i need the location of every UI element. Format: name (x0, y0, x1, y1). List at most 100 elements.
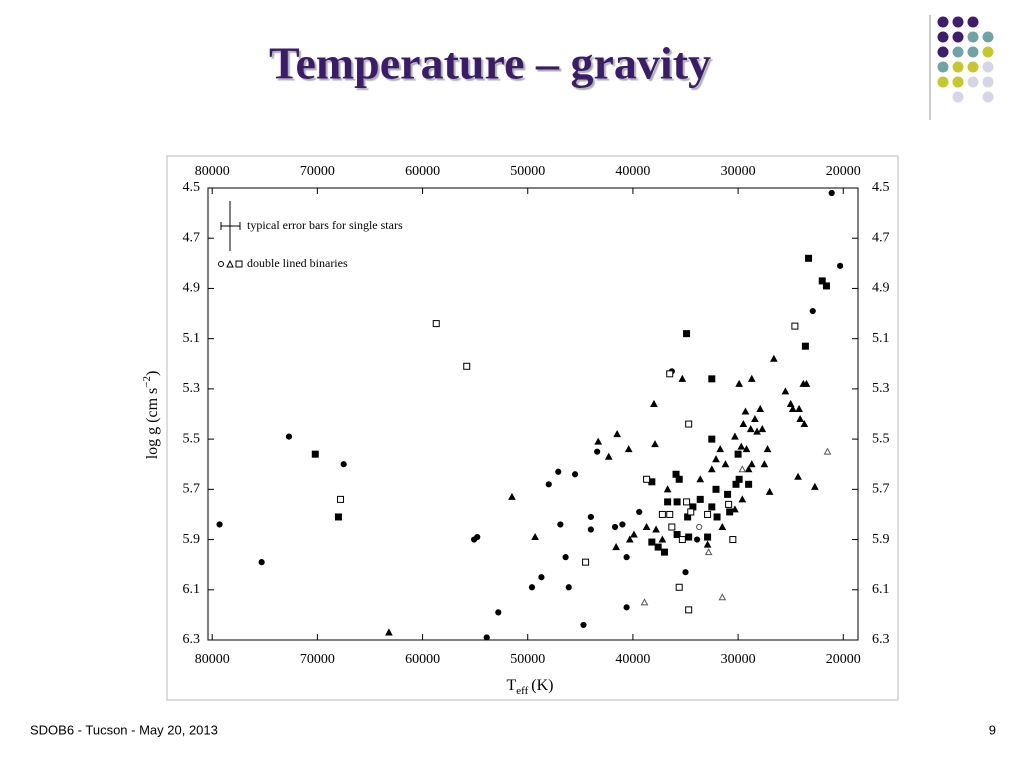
y-tick-label: 5.7 (183, 482, 201, 497)
point (685, 606, 693, 614)
point (818, 277, 826, 285)
point (216, 521, 223, 528)
point (805, 254, 813, 262)
point (747, 374, 756, 382)
y-label-main: log g (cm s (144, 388, 161, 460)
point (687, 508, 695, 516)
point (658, 510, 666, 518)
decor-dot (982, 91, 994, 103)
legend-symbol (218, 261, 224, 267)
y-tick-label: 5.9 (183, 532, 201, 547)
point (587, 513, 594, 521)
footer-text: SDOB6 - Tucson - May 20, 2013 (30, 722, 218, 737)
point (796, 414, 804, 423)
point (758, 425, 767, 433)
point (746, 425, 755, 433)
point (809, 307, 816, 315)
point (604, 452, 613, 460)
decor-dot (952, 91, 964, 103)
point (385, 628, 393, 636)
point (703, 540, 712, 548)
point (739, 419, 748, 428)
point (668, 523, 676, 531)
point (664, 498, 672, 506)
point (678, 536, 686, 544)
decor-dot (982, 46, 994, 58)
point (495, 609, 502, 616)
y-tick-label-right: 4.7 (872, 230, 890, 245)
point (612, 543, 620, 551)
point (538, 574, 545, 581)
point (643, 475, 651, 483)
point (582, 558, 590, 566)
point (636, 508, 643, 516)
point (613, 430, 621, 438)
decor-dot (937, 31, 949, 43)
point (747, 460, 756, 468)
point (724, 490, 732, 498)
point (630, 530, 638, 538)
point (340, 461, 347, 468)
decor-dot (982, 31, 994, 43)
point (795, 404, 803, 412)
y-tick-label: 5.1 (183, 331, 201, 346)
y-tick-label: 5.5 (183, 431, 201, 446)
slide-title: Temperature – gravity (269, 38, 711, 89)
point (716, 445, 725, 453)
point (786, 399, 795, 407)
point (704, 510, 712, 518)
decor-dot (967, 61, 979, 73)
decor-dot (952, 46, 964, 58)
point (666, 370, 674, 378)
decor-dot (937, 16, 949, 28)
x-axis-label: Teff (K) (506, 677, 553, 697)
point (823, 447, 832, 455)
x-tick-label: 30000 (721, 652, 756, 667)
point (708, 503, 716, 511)
point (712, 455, 720, 463)
point (713, 513, 721, 521)
point (718, 593, 727, 601)
point (611, 523, 619, 531)
y-tick-label: 6.3 (183, 632, 201, 647)
y-tick-label-right: 5.3 (872, 381, 890, 396)
y-tick-label: 6.1 (183, 582, 201, 597)
point (788, 404, 797, 412)
x-tick-label: 80000 (195, 652, 230, 667)
point (704, 533, 712, 541)
point (675, 475, 683, 483)
point (693, 536, 701, 543)
point (781, 387, 790, 395)
y-tick-label-right: 5.7 (872, 482, 890, 497)
y-tick-label: 4.7 (183, 230, 201, 245)
point (565, 584, 572, 591)
point (311, 450, 319, 458)
point (571, 471, 579, 478)
point (708, 375, 716, 383)
point (696, 475, 705, 483)
point (811, 482, 819, 490)
x-tick-label: 20000 (826, 652, 861, 667)
point (623, 554, 630, 561)
point (760, 460, 769, 468)
point (650, 399, 658, 407)
point (738, 495, 747, 503)
point (594, 437, 603, 445)
point (683, 330, 691, 338)
decor-dot (982, 76, 994, 88)
point (756, 404, 765, 412)
y-tick-label: 4.9 (183, 281, 201, 296)
point (741, 407, 750, 415)
x-tick-label-top: 50000 (510, 164, 545, 179)
y-tick-label-right: 5.5 (872, 431, 890, 446)
point (801, 342, 809, 350)
y-tick-label-right: 4.9 (872, 281, 890, 296)
y-tick-label-right: 5.1 (872, 331, 890, 346)
point (707, 465, 716, 473)
x-tick-label: 60000 (405, 652, 440, 667)
decor-dot (952, 61, 964, 73)
point (742, 445, 751, 453)
chart-frame (166, 155, 899, 701)
point (508, 492, 516, 500)
